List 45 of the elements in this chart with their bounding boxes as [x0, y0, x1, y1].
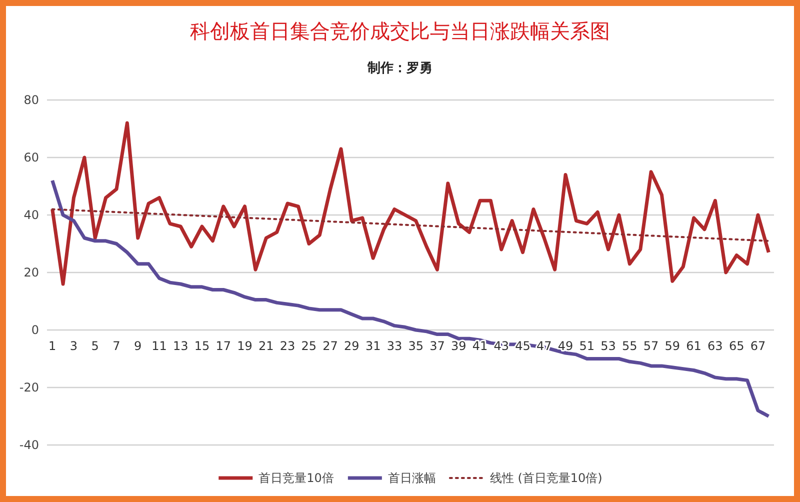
x-tick-label: 67 [750, 339, 766, 353]
y-tick-label: 40 [24, 208, 39, 222]
x-tick-label: 11 [152, 339, 167, 353]
x-tick-label: 15 [194, 339, 210, 353]
x-tick-label: 61 [686, 339, 702, 353]
x-tick-label: 27 [322, 339, 338, 353]
chart-title: 科创板首日集合竞价成交比与当日涨跌幅关系图 [190, 19, 610, 43]
y-tick-label: 0 [31, 323, 39, 337]
x-tick-label: 53 [600, 339, 616, 353]
legend-label: 线性 (首日竞量10倍) [490, 471, 602, 485]
x-tick-label: 49 [558, 339, 574, 353]
x-tick-label: 63 [708, 339, 723, 353]
chart-subtitle: 制作：罗勇 [366, 61, 432, 76]
y-tick-label: -40 [19, 438, 39, 452]
x-tick-label: 35 [408, 339, 424, 353]
x-tick-label: 65 [728, 339, 744, 353]
x-tick-label: 41 [472, 339, 488, 353]
y-tick-label: -20 [19, 380, 39, 394]
x-tick-label: 9 [134, 339, 142, 353]
x-tick-label: 17 [216, 339, 232, 353]
y-tick-label: 60 [24, 150, 39, 164]
x-tick-label: 51 [579, 339, 595, 353]
x-tick-label: 23 [280, 339, 296, 353]
line-series [50, 121, 770, 286]
x-tick-label: 59 [664, 339, 680, 353]
x-tick-label: 3 [70, 339, 78, 353]
x-tick-label: 19 [237, 339, 252, 353]
x-tick-label: 39 [450, 339, 466, 353]
x-tick-label: 7 [112, 339, 120, 353]
y-tick-label: 20 [24, 266, 39, 280]
x-tick-label: 21 [258, 339, 274, 353]
y-tick-label: 80 [24, 93, 39, 107]
x-tick-label: 5 [91, 339, 99, 353]
x-tick-label: 25 [301, 339, 317, 353]
x-tick-label: 1 [48, 339, 56, 353]
legend-label: 首日竞量10倍 [258, 471, 334, 485]
x-tick-label: 29 [344, 339, 360, 353]
line-series [50, 178, 770, 418]
legend-label: 首日涨幅 [388, 471, 436, 485]
x-tick-label: 57 [643, 339, 659, 353]
x-tick-label: 33 [386, 339, 402, 353]
x-tick-label: 13 [173, 339, 188, 353]
x-tick-label: 31 [365, 339, 381, 353]
x-tick-label: 55 [622, 339, 638, 353]
x-tick-label: 37 [430, 339, 445, 353]
